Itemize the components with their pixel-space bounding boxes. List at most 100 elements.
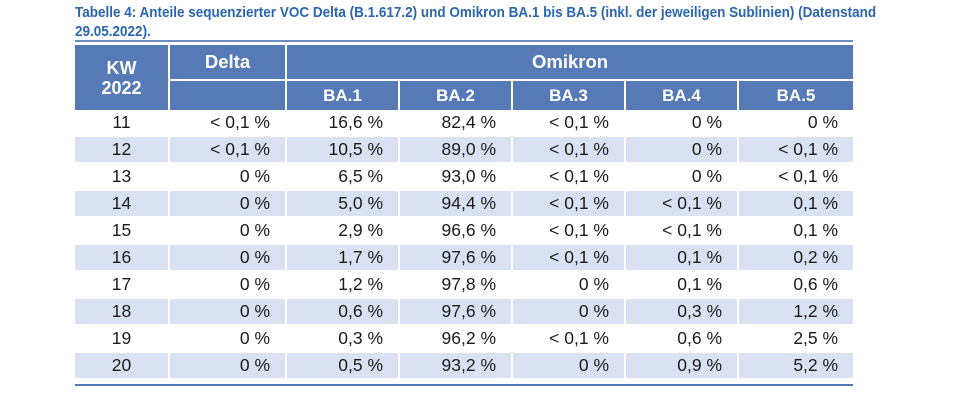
cell-kw: 11: [75, 110, 170, 137]
cell-kw: 20: [75, 353, 170, 380]
cell-ba1: 0,3 %: [287, 326, 400, 353]
header-ba5: BA.5: [739, 81, 854, 110]
cell-kw: 14: [75, 191, 170, 218]
cell-ba5: 0 %: [739, 110, 854, 137]
cell-ba2: 97,6 %: [400, 299, 513, 326]
cell-ba4: < 0,1 %: [626, 218, 739, 245]
cell-ba2: 97,8 %: [400, 272, 513, 299]
header-delta: Delta: [170, 45, 287, 81]
cell-delta: 0 %: [170, 353, 287, 380]
cell-ba4: 0,1 %: [626, 245, 739, 272]
cell-ba5: 2,5 %: [739, 326, 854, 353]
cell-kw: 19: [75, 326, 170, 353]
cell-ba4: 0,6 %: [626, 326, 739, 353]
table-caption: Tabelle 4: Anteile sequenzierter VOC Del…: [75, 3, 876, 41]
cell-ba2: 94,4 %: [400, 191, 513, 218]
cell-ba5: 1,2 %: [739, 299, 854, 326]
table-row: 20 0 % 0,5 % 93,2 % 0 % 0,9 % 5,2 %: [75, 353, 854, 380]
cell-ba1: 16,6 %: [287, 110, 400, 137]
cell-ba4: 0,9 %: [626, 353, 739, 380]
header-ba2: BA.2: [400, 81, 513, 110]
header-kw-line1: KW: [106, 57, 137, 78]
table-caption-line1: Tabelle 4: Anteile sequenzierter VOC Del…: [75, 4, 877, 21]
table-row: 15 0 % 2,9 % 96,6 % < 0,1 % < 0,1 % 0,1 …: [75, 218, 854, 245]
cell-delta: 0 %: [170, 164, 287, 191]
cell-kw: 16: [75, 245, 170, 272]
cell-ba5: 5,2 %: [739, 353, 854, 380]
cell-ba3: < 0,1 %: [513, 137, 626, 164]
table-caption-line2: 29.05.2022).: [75, 23, 151, 40]
header-ba4: BA.4: [626, 81, 739, 110]
cell-delta: < 0,1 %: [170, 137, 287, 164]
cell-ba1: 10,5 %: [287, 137, 400, 164]
cell-delta: 0 %: [170, 272, 287, 299]
cell-ba1: 1,7 %: [287, 245, 400, 272]
cell-ba2: 89,0 %: [400, 137, 513, 164]
table-row: 14 0 % 5,0 % 94,4 % < 0,1 % < 0,1 % 0,1 …: [75, 191, 854, 218]
table-top-rule: [75, 40, 853, 42]
table-row: 18 0 % 0,6 % 97,6 % 0 % 0,3 % 1,2 %: [75, 299, 854, 326]
cell-kw: 15: [75, 218, 170, 245]
table-row: 17 0 % 1,2 % 97,8 % 0 % 0,1 % 0,6 %: [75, 272, 854, 299]
cell-ba5: 0,2 %: [739, 245, 854, 272]
cell-ba3: < 0,1 %: [513, 218, 626, 245]
header-omikron: Omikron: [287, 45, 854, 81]
cell-ba3: 0 %: [513, 353, 626, 380]
cell-ba5: 0,1 %: [739, 218, 854, 245]
cell-ba3: < 0,1 %: [513, 326, 626, 353]
cell-delta: 0 %: [170, 326, 287, 353]
cell-ba1: 0,5 %: [287, 353, 400, 380]
cell-kw: 18: [75, 299, 170, 326]
cell-ba5: < 0,1 %: [739, 164, 854, 191]
cell-ba4: 0 %: [626, 137, 739, 164]
cell-ba1: 1,2 %: [287, 272, 400, 299]
cell-ba5: < 0,1 %: [739, 137, 854, 164]
cell-ba5: 0,6 %: [739, 272, 854, 299]
header-row-1: KW 2022 Delta Omikron: [75, 45, 854, 110]
cell-ba1: 6,5 %: [287, 164, 400, 191]
header-kw: KW 2022: [75, 45, 170, 110]
cell-delta: 0 %: [170, 299, 287, 326]
cell-ba2: 93,2 %: [400, 353, 513, 380]
cell-ba2: 93,0 %: [400, 164, 513, 191]
cell-ba1: 0,6 %: [287, 299, 400, 326]
cell-delta: < 0,1 %: [170, 110, 287, 137]
header-delta-spacer: [170, 81, 287, 110]
cell-ba5: 0,1 %: [739, 191, 854, 218]
cell-ba2: 82,4 %: [400, 110, 513, 137]
variant-share-table: KW 2022 Delta Omikron BA.1 BA.2 BA.3 BA.…: [75, 45, 854, 380]
cell-ba4: 0 %: [626, 110, 739, 137]
cell-delta: 0 %: [170, 218, 287, 245]
cell-ba3: < 0,1 %: [513, 191, 626, 218]
header-kw-line2: 2022: [101, 77, 142, 98]
cell-ba1: 2,9 %: [287, 218, 400, 245]
table-row: 11 < 0,1 % 16,6 % 82,4 % < 0,1 % 0 % 0 %: [75, 110, 854, 137]
cell-ba2: 96,6 %: [400, 218, 513, 245]
cell-ba3: < 0,1 %: [513, 110, 626, 137]
header-ba3: BA.3: [513, 81, 626, 110]
cell-ba3: 0 %: [513, 299, 626, 326]
cell-ba3: 0 %: [513, 272, 626, 299]
cell-ba4: 0,3 %: [626, 299, 739, 326]
cell-ba4: 0 %: [626, 164, 739, 191]
header-ba1: BA.1: [287, 81, 400, 110]
cell-ba3: < 0,1 %: [513, 245, 626, 272]
cell-ba4: < 0,1 %: [626, 191, 739, 218]
cell-ba3: < 0,1 %: [513, 164, 626, 191]
table-row: 13 0 % 6,5 % 93,0 % < 0,1 % 0 % < 0,1 %: [75, 164, 854, 191]
cell-kw: 17: [75, 272, 170, 299]
cell-kw: 12: [75, 137, 170, 164]
header-row-2: BA.1 BA.2 BA.3 BA.4 BA.5: [75, 81, 854, 110]
table-bottom-rule: [75, 384, 853, 386]
cell-ba2: 96,2 %: [400, 326, 513, 353]
cell-delta: 0 %: [170, 245, 287, 272]
table-row: 12 < 0,1 % 10,5 % 89,0 % < 0,1 % 0 % < 0…: [75, 137, 854, 164]
table-row: 16 0 % 1,7 % 97,6 % < 0,1 % 0,1 % 0,2 %: [75, 245, 854, 272]
cell-delta: 0 %: [170, 191, 287, 218]
cell-ba2: 97,6 %: [400, 245, 513, 272]
cell-kw: 13: [75, 164, 170, 191]
cell-ba4: 0,1 %: [626, 272, 739, 299]
cell-ba1: 5,0 %: [287, 191, 400, 218]
table-row: 19 0 % 0,3 % 96,2 % < 0,1 % 0,6 % 2,5 %: [75, 326, 854, 353]
